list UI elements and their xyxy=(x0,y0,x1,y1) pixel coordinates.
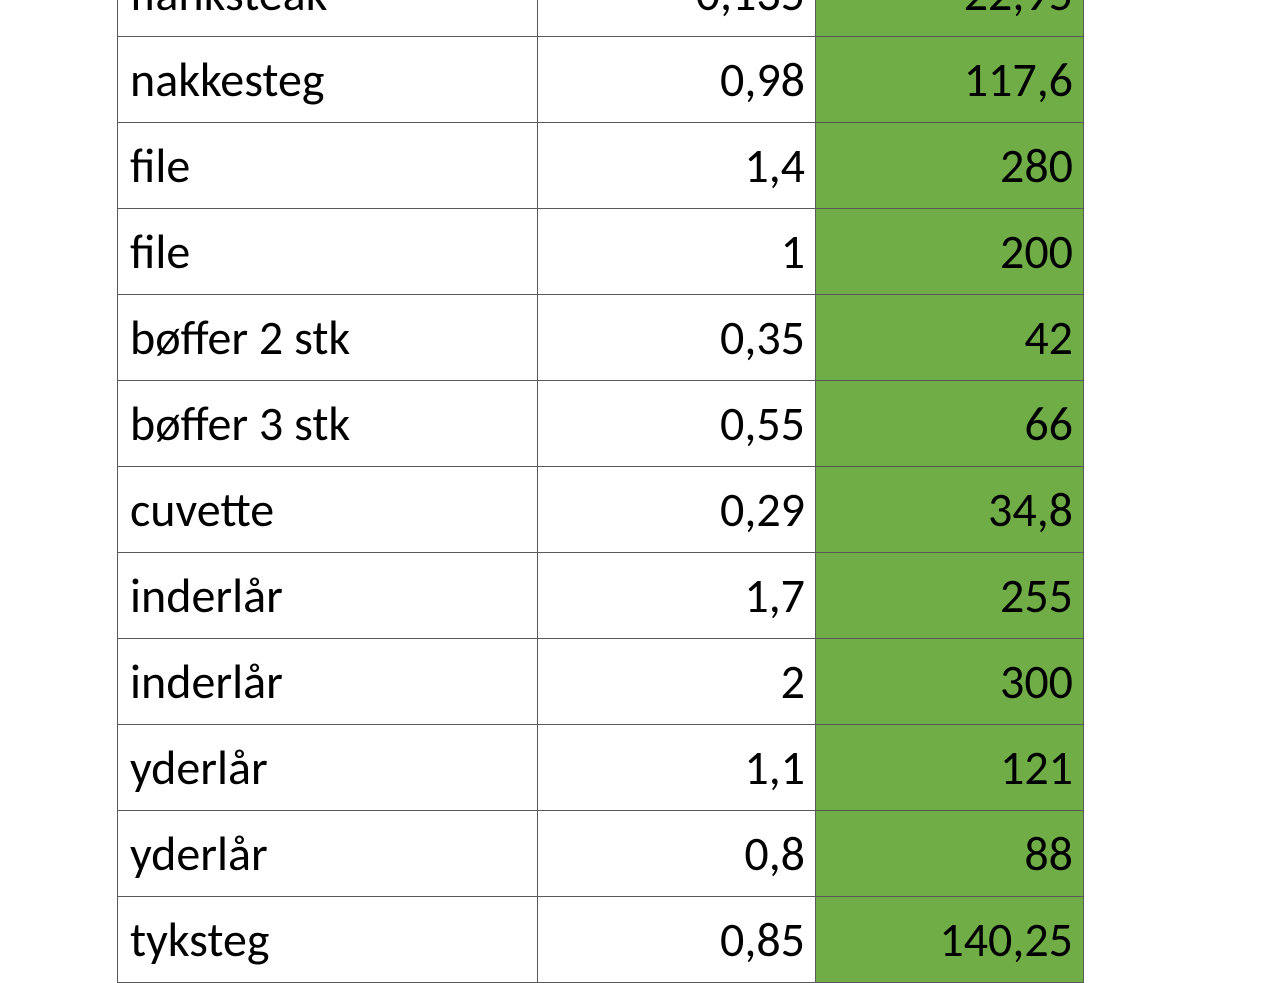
cell-qty: 0,85 xyxy=(538,897,816,983)
cell-qty: 0,8 xyxy=(538,811,816,897)
cell-qty: 1 xyxy=(538,209,816,295)
cell-qty: 1,7 xyxy=(538,553,816,639)
table-row: tyksteg 0,85 140,25 xyxy=(118,897,1084,983)
cell-qty: 0,98 xyxy=(538,37,816,123)
cell-price: 121 xyxy=(816,725,1084,811)
cell-price: 140,25 xyxy=(816,897,1084,983)
cell-price: 255 xyxy=(816,553,1084,639)
table-row: flanksteak 0,135 22,95 xyxy=(118,0,1084,37)
cell-name: inderlår xyxy=(118,639,538,725)
cell-name: yderlår xyxy=(118,725,538,811)
cell-name: file xyxy=(118,123,538,209)
cell-price: 88 xyxy=(816,811,1084,897)
cell-qty: 0,135 xyxy=(538,0,816,37)
table-row: inderlår 2 300 xyxy=(118,639,1084,725)
cell-price: 117,6 xyxy=(816,37,1084,123)
cell-name: flanksteak xyxy=(118,0,538,37)
cell-price: 280 xyxy=(816,123,1084,209)
cell-name: cuvette xyxy=(118,467,538,553)
table-row: yderlår 1,1 121 xyxy=(118,725,1084,811)
spreadsheet-body: flanksteak 0,135 22,95 nakkesteg 0,98 11… xyxy=(118,0,1084,983)
table-row: file 1 200 xyxy=(118,209,1084,295)
cell-qty: 1,4 xyxy=(538,123,816,209)
cell-qty: 2 xyxy=(538,639,816,725)
table-row: bøffer 3 stk 0,55 66 xyxy=(118,381,1084,467)
table-row: bøffer 2 stk 0,35 42 xyxy=(118,295,1084,381)
cell-name: tyksteg xyxy=(118,897,538,983)
cell-qty: 0,35 xyxy=(538,295,816,381)
table-row: yderlår 0,8 88 xyxy=(118,811,1084,897)
table-row: nakkesteg 0,98 117,6 xyxy=(118,37,1084,123)
cell-qty: 0,55 xyxy=(538,381,816,467)
cell-name: inderlår xyxy=(118,553,538,639)
cell-price: 200 xyxy=(816,209,1084,295)
table-row: file 1,4 280 xyxy=(118,123,1084,209)
cell-qty: 0,29 xyxy=(538,467,816,553)
cell-name: yderlår xyxy=(118,811,538,897)
spreadsheet-table: flanksteak 0,135 22,95 nakkesteg 0,98 11… xyxy=(117,0,1084,983)
cell-qty: 1,1 xyxy=(538,725,816,811)
cell-name: nakkesteg xyxy=(118,37,538,123)
cell-price: 42 xyxy=(816,295,1084,381)
cell-price: 22,95 xyxy=(816,0,1084,37)
table-row: inderlår 1,7 255 xyxy=(118,553,1084,639)
cell-name: bøffer 2 stk xyxy=(118,295,538,381)
table-row: cuvette 0,29 34,8 xyxy=(118,467,1084,553)
cell-price: 66 xyxy=(816,381,1084,467)
cell-price: 300 xyxy=(816,639,1084,725)
cell-name: bøffer 3 stk xyxy=(118,381,538,467)
cell-price: 34,8 xyxy=(816,467,1084,553)
table-viewport: flanksteak 0,135 22,95 nakkesteg 0,98 11… xyxy=(117,0,1083,983)
cell-name: file xyxy=(118,209,538,295)
